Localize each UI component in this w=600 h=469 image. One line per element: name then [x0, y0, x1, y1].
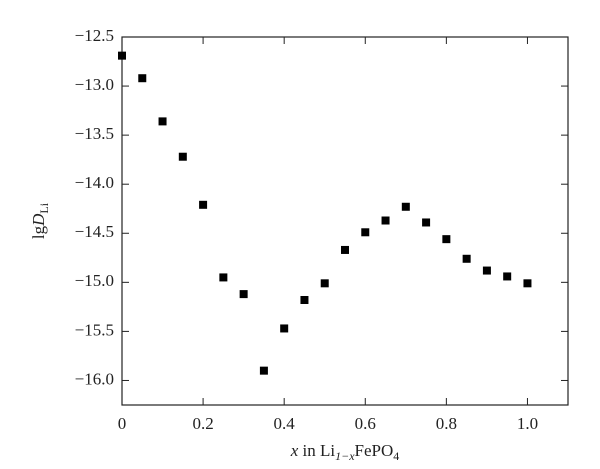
point: [401, 202, 410, 211]
x-label-part: 4: [393, 449, 399, 463]
point: [523, 279, 532, 288]
x-tick-label: 0.6: [355, 414, 376, 433]
y-tick-label: −15.0: [75, 271, 114, 290]
y-label-part: Li: [37, 202, 51, 213]
x-tick-label: 0: [118, 414, 127, 433]
y-tick-label: −14.5: [75, 222, 114, 241]
y-tick-label: −12.5: [75, 26, 114, 45]
point: [341, 245, 349, 254]
y-axis-label: lgDLi: [29, 202, 51, 239]
x-tick-label: 1.0: [517, 414, 538, 433]
x-tick-label: 0.8: [436, 414, 457, 433]
point: [503, 272, 512, 281]
x-tick-label: 0.2: [192, 414, 213, 433]
x-axis-label: x in Li1−xFePO4: [290, 441, 400, 463]
point: [280, 324, 289, 333]
plot-frame: [121, 36, 569, 406]
point: [361, 228, 370, 237]
point: [138, 74, 147, 83]
y-tick-label: −14.0: [75, 173, 114, 192]
y-label-part: D: [29, 213, 48, 227]
point: [442, 235, 451, 244]
point: [422, 218, 431, 227]
point: [462, 254, 471, 263]
y-tick-label: −13.5: [75, 124, 114, 143]
point: [300, 295, 309, 304]
point: [178, 152, 187, 161]
x-label-part: FePO: [355, 441, 394, 460]
point: [219, 273, 228, 282]
point: [320, 279, 329, 288]
x-tick-label: 0.4: [274, 414, 296, 433]
point: [239, 290, 248, 299]
y-tick-label: −15.5: [75, 320, 114, 339]
point: [118, 51, 126, 60]
point: [381, 216, 390, 225]
point: [199, 200, 208, 209]
point: [158, 117, 167, 126]
x-label-part: in Li: [298, 441, 335, 460]
point: [259, 366, 268, 375]
y-label-part: lg: [29, 225, 48, 239]
y-tick-label: −16.0: [75, 369, 114, 388]
x-label-part: x: [290, 441, 299, 460]
y-tick-label: −13.0: [75, 75, 114, 94]
point: [482, 266, 491, 275]
x-label-part: 1−x: [335, 449, 355, 463]
